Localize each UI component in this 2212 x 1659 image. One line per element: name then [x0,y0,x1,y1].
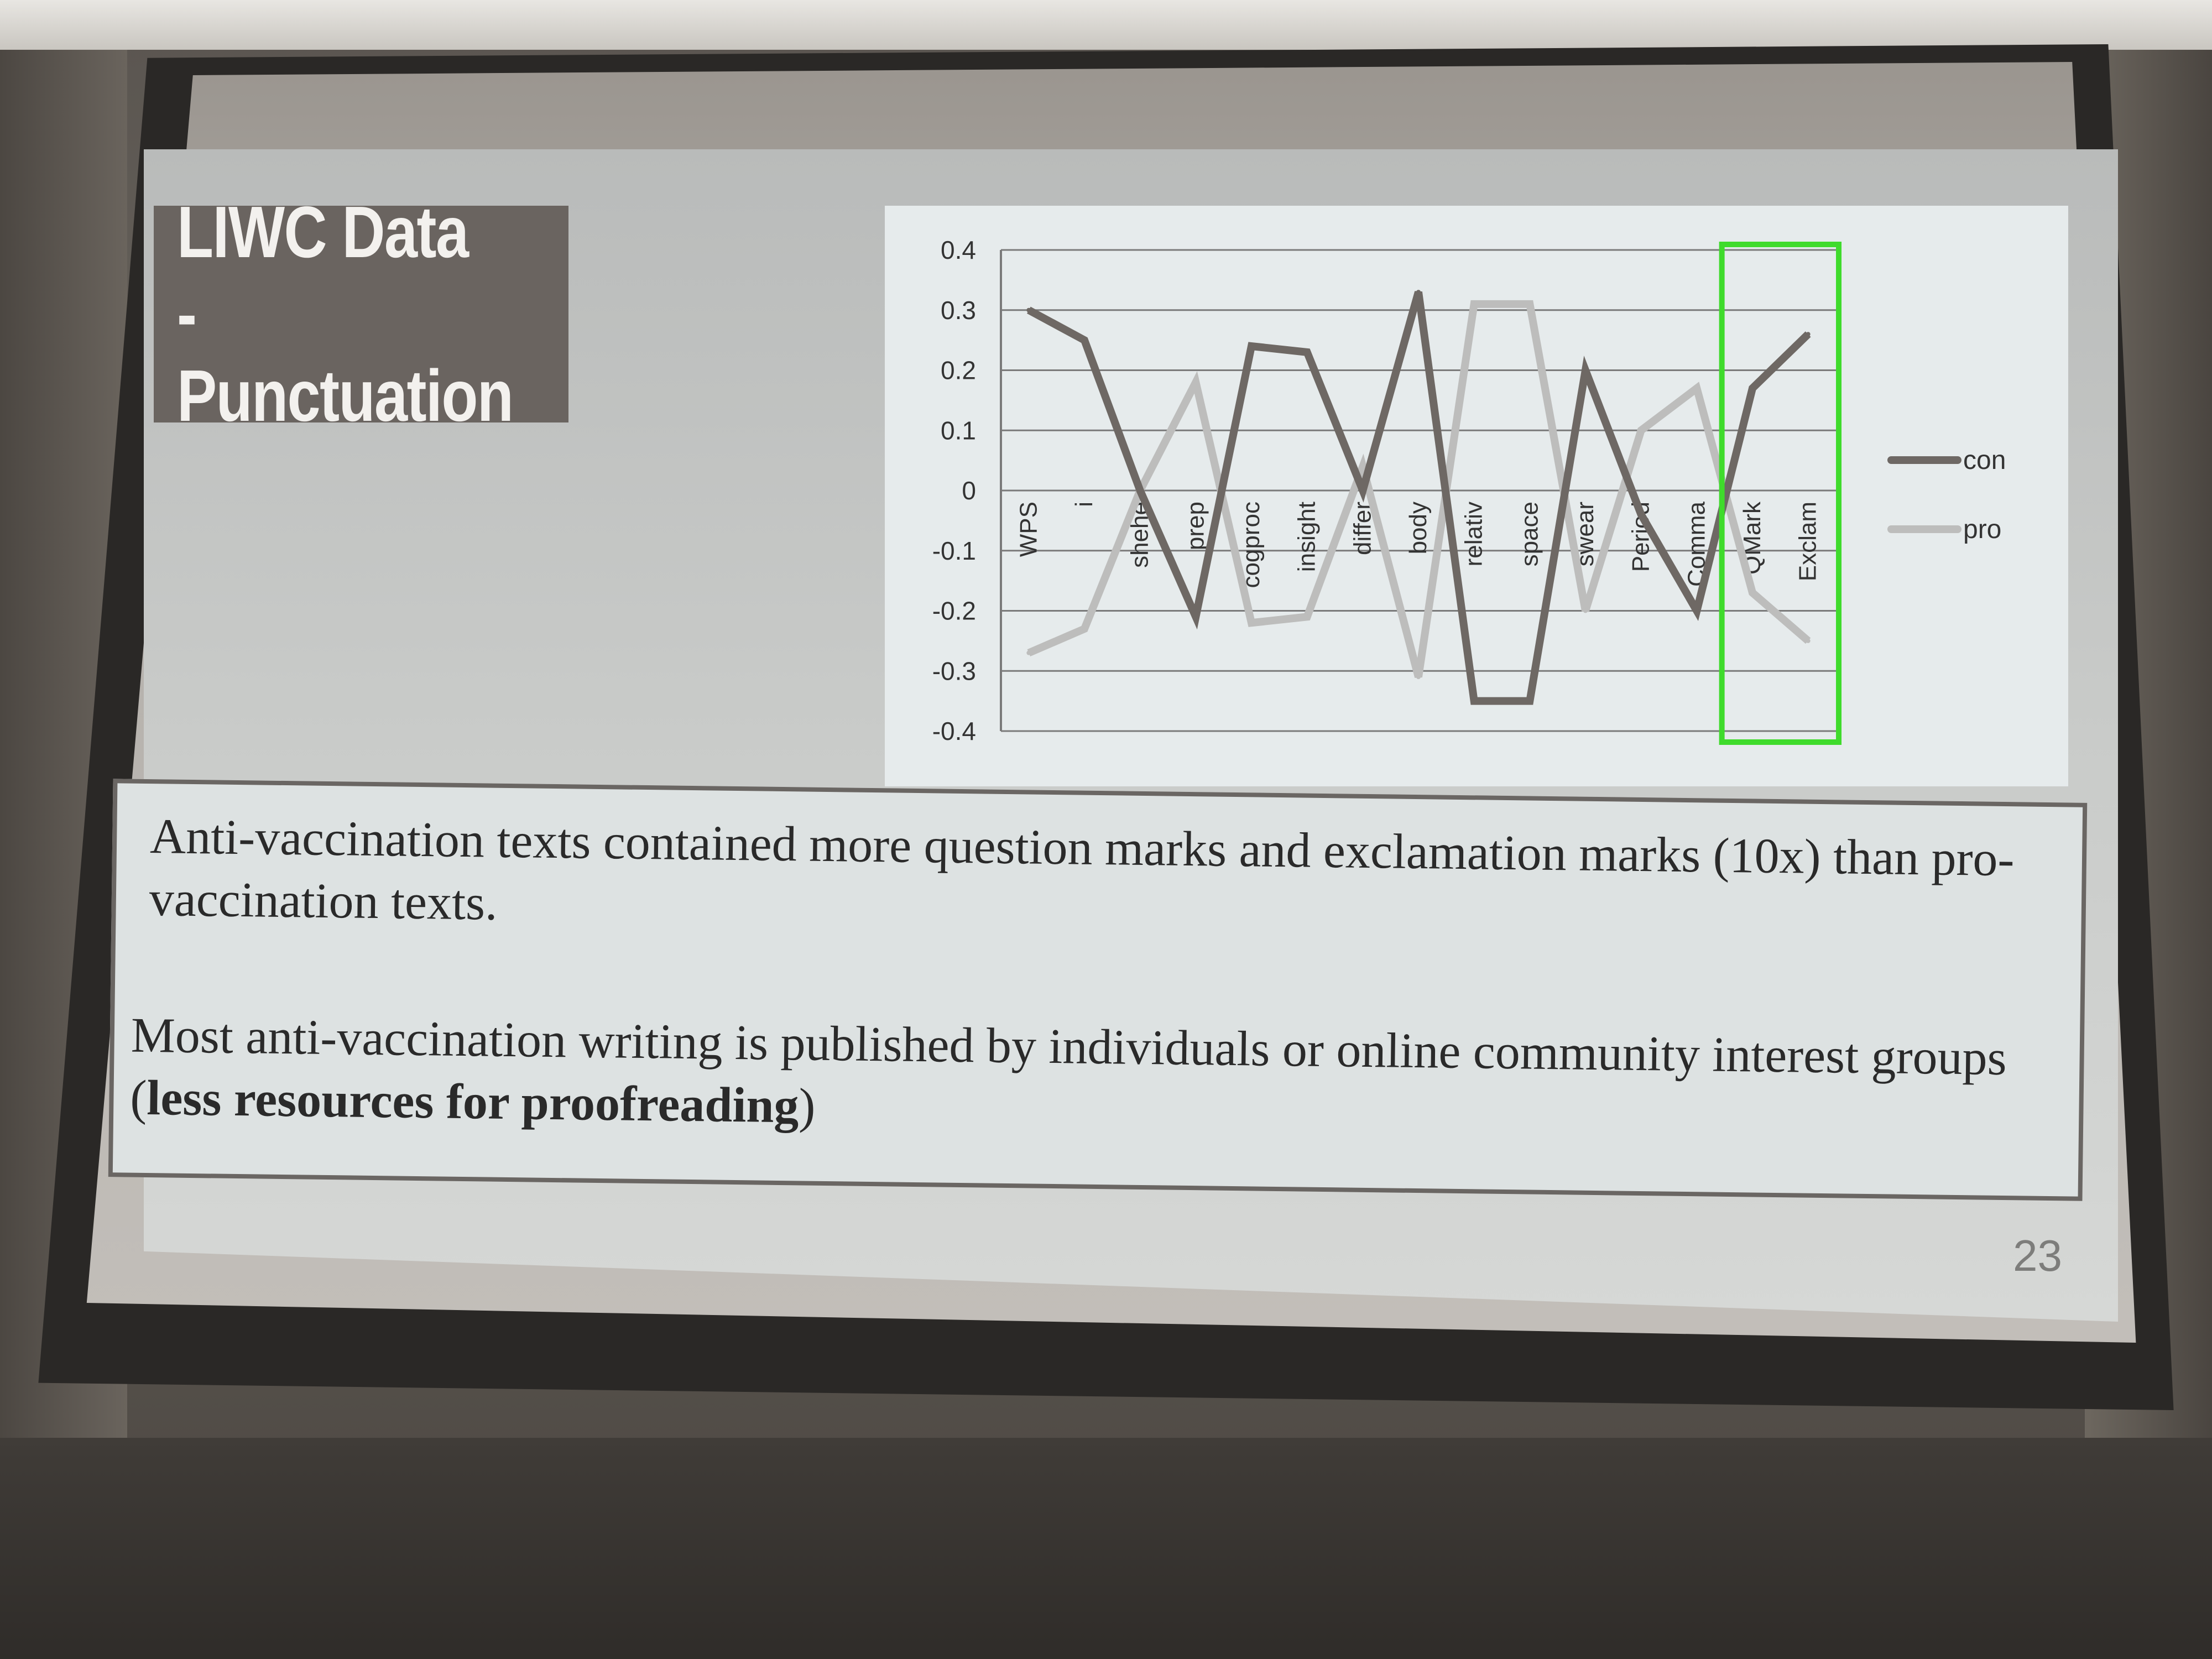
data-point-con [1305,349,1310,354]
data-point-con [1193,614,1198,619]
y-tick-label: -0.3 [932,656,976,685]
y-tick-label: 0 [962,476,976,505]
y-tick-label: 0.3 [941,296,976,325]
y-tick-label: 0.4 [941,236,976,264]
data-point-con [1472,698,1477,703]
y-tick-label: -0.2 [932,597,976,625]
data-point-pro [1026,650,1031,655]
x-tick-label: prep [1182,502,1209,550]
data-point-con [1806,332,1811,337]
paragraph-publishers-close: ) [798,1078,816,1134]
data-point-pro [1583,608,1588,613]
y-tick-label: 0.2 [941,356,976,385]
data-point-pro [1305,614,1310,619]
slide-title-line-2: Punctuation [177,354,514,436]
data-point-pro [1750,590,1755,595]
data-point-con [1583,368,1588,373]
data-point-con [1416,290,1421,295]
page-number: 23 [2013,1231,2062,1280]
legend-label-con: con [1963,446,2006,475]
data-point-con [1527,698,1532,703]
data-point-pro [1694,386,1699,391]
data-point-pro [1193,380,1198,385]
x-tick-label: WPS [1015,502,1042,557]
data-point-pro [1360,464,1365,469]
chart-panel: 0.4 0.3 0.2 0.1 0 -0.1 -0.2 -0.3 -0.4 WPS i shehe pr… [885,206,2068,786]
paragraph-publishers: Most anti-vaccination writing is publish… [130,1005,2044,1152]
paragraph-question-marks: Anti-vaccination texts contained more qu… [149,809,2015,931]
x-tick-label: relativ [1460,502,1488,566]
y-tick-label: -0.4 [932,717,976,745]
data-point-con [1639,512,1644,517]
data-point-con [1360,488,1365,493]
y-tick-label: 0.1 [941,416,976,445]
legend-label-pro: pro [1963,515,2001,544]
text-box: Anti-vaccination texts contained more qu… [108,779,2088,1201]
data-point-con [1750,386,1755,391]
data-point-pro [1472,301,1477,306]
data-point-pro [1082,627,1087,632]
data-point-con [1249,344,1254,348]
data-point-pro [1639,428,1644,433]
data-point-con [1138,488,1142,493]
x-tick-label: i [1071,502,1098,507]
x-tick-label: Exclam [1794,502,1822,581]
x-tick-label: body [1405,502,1432,554]
data-point-con [1694,608,1699,613]
series-line-con [1027,291,1811,705]
slide-title-line-1: LIWC Data - [177,191,469,355]
ceiling [0,0,2212,50]
data-point-pro [1416,675,1421,680]
slide-title: LIWC Data - Punctuation [154,191,568,436]
data-point-pro [1527,301,1532,306]
data-point-con [1082,338,1087,343]
highlight-box [1719,242,1842,745]
paragraph-publishers-bold: less resources for proofreading [146,1070,800,1133]
data-point-pro [1806,638,1811,643]
x-tick-label: insight [1293,502,1321,572]
x-tick-label: space [1516,502,1543,566]
data-point-con [1026,307,1031,312]
data-point-pro [1249,620,1254,625]
y-tick-label: -0.1 [932,536,976,565]
floor [0,1438,2212,1659]
